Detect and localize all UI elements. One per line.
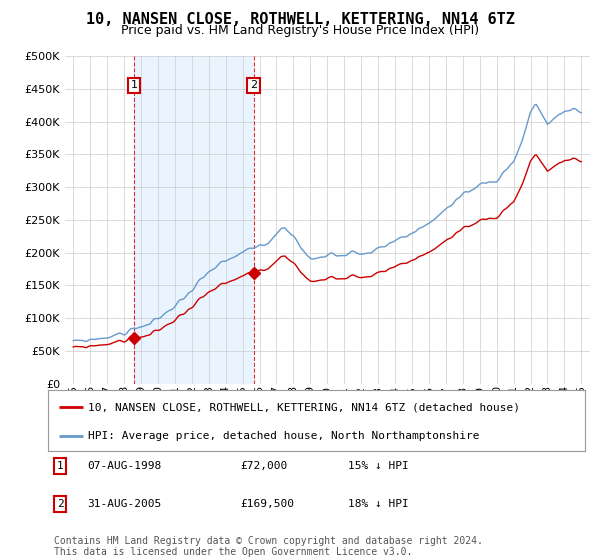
Text: 18% ↓ HPI: 18% ↓ HPI: [348, 499, 409, 509]
Text: HPI: Average price, detached house, North Northamptonshire: HPI: Average price, detached house, Nort…: [88, 431, 480, 441]
Text: 2: 2: [250, 81, 257, 91]
Text: Contains HM Land Registry data © Crown copyright and database right 2024.
This d: Contains HM Land Registry data © Crown c…: [54, 535, 483, 557]
Text: 10, NANSEN CLOSE, ROTHWELL, KETTERING, NN14 6TZ: 10, NANSEN CLOSE, ROTHWELL, KETTERING, N…: [86, 12, 514, 27]
Text: 1: 1: [130, 81, 137, 91]
Text: 07-AUG-1998: 07-AUG-1998: [87, 461, 161, 471]
Text: Price paid vs. HM Land Registry's House Price Index (HPI): Price paid vs. HM Land Registry's House …: [121, 24, 479, 37]
Text: 1: 1: [56, 461, 64, 471]
Text: £72,000: £72,000: [240, 461, 287, 471]
Bar: [134, 56, 254, 384]
Text: 31-AUG-2005: 31-AUG-2005: [87, 499, 161, 509]
Text: 10, NANSEN CLOSE, ROTHWELL, KETTERING, NN14 6TZ (detached house): 10, NANSEN CLOSE, ROTHWELL, KETTERING, N…: [88, 402, 520, 412]
Text: 15% ↓ HPI: 15% ↓ HPI: [348, 461, 409, 471]
Text: £169,500: £169,500: [240, 499, 294, 509]
Text: 2: 2: [56, 499, 64, 509]
